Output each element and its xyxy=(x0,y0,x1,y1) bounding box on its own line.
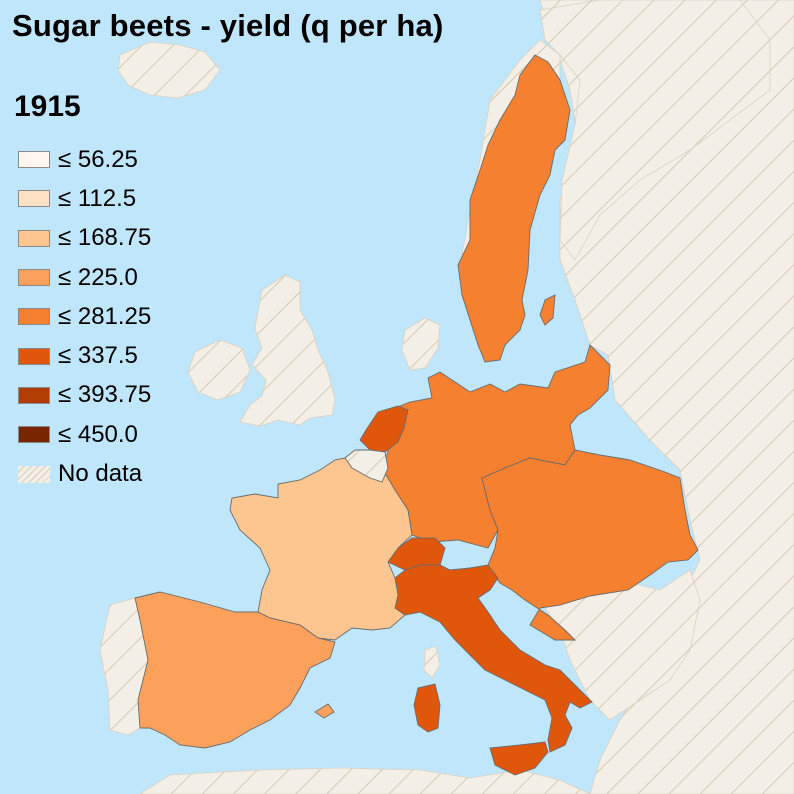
region-spain-balearic xyxy=(314,703,335,719)
legend-item: ≤ 450.0 xyxy=(18,415,151,454)
legend-item: No data xyxy=(18,454,151,493)
ireland-no-data xyxy=(187,339,251,401)
legend-swatch xyxy=(18,465,50,483)
year-label: 1915 xyxy=(14,90,81,123)
legend-swatch xyxy=(18,269,50,287)
no-data-land xyxy=(99,0,794,794)
corsica xyxy=(423,645,441,679)
legend-item: ≤ 56.25 xyxy=(18,140,151,179)
legend-label: ≤ 393.75 xyxy=(58,381,152,409)
legend-swatch xyxy=(18,347,50,365)
legend-label: ≤ 225.0 xyxy=(58,263,138,291)
region-italy-sardinia xyxy=(413,683,441,733)
legend-label: ≤ 450.0 xyxy=(58,420,138,448)
region-netherlands xyxy=(359,405,409,453)
legend-swatch xyxy=(18,190,50,208)
legend-label: ≤ 281.25 xyxy=(58,302,152,330)
north-africa-no-data xyxy=(139,767,591,794)
region-italy xyxy=(394,564,593,753)
region-sweden xyxy=(457,54,571,363)
legend-item: ≤ 393.75 xyxy=(18,376,151,415)
britain-no-data xyxy=(239,274,336,427)
legend-item: ≤ 168.75 xyxy=(18,219,151,258)
legend-swatch xyxy=(18,151,50,169)
iceland-no-data xyxy=(117,41,221,99)
region-austria-hungary xyxy=(481,449,699,641)
legend-item: ≤ 281.25 xyxy=(18,297,151,336)
region-belgium xyxy=(344,449,389,483)
legend-swatch xyxy=(18,386,50,404)
legend-item: ≤ 225.0 xyxy=(18,258,151,297)
region-spain xyxy=(134,591,336,749)
legend-label: ≤ 112.5 xyxy=(58,184,137,212)
legend-label: ≤ 337.5 xyxy=(58,342,138,370)
legend-item: ≤ 337.5 xyxy=(18,336,151,375)
legend-label: No data xyxy=(58,460,143,488)
map-title: Sugar beets - yield (q per ha) xyxy=(12,8,444,43)
legend-swatch xyxy=(18,229,50,247)
legend-item: ≤ 112.5 xyxy=(18,179,151,218)
legend-swatch xyxy=(18,426,50,444)
legend-swatch xyxy=(18,308,50,326)
legend-label: ≤ 56.25 xyxy=(58,145,138,173)
legend: ≤ 56.25 ≤ 112.5 ≤ 168.75 ≤ 225.0 ≤ 281.2… xyxy=(18,140,151,494)
legend-label: ≤ 168.75 xyxy=(58,224,152,252)
norway-no-data xyxy=(539,0,771,261)
data-countries xyxy=(134,54,699,776)
region-sweden-gotland xyxy=(539,294,556,326)
denmark-no-data xyxy=(401,317,441,371)
region-italy-sicily xyxy=(489,741,549,776)
